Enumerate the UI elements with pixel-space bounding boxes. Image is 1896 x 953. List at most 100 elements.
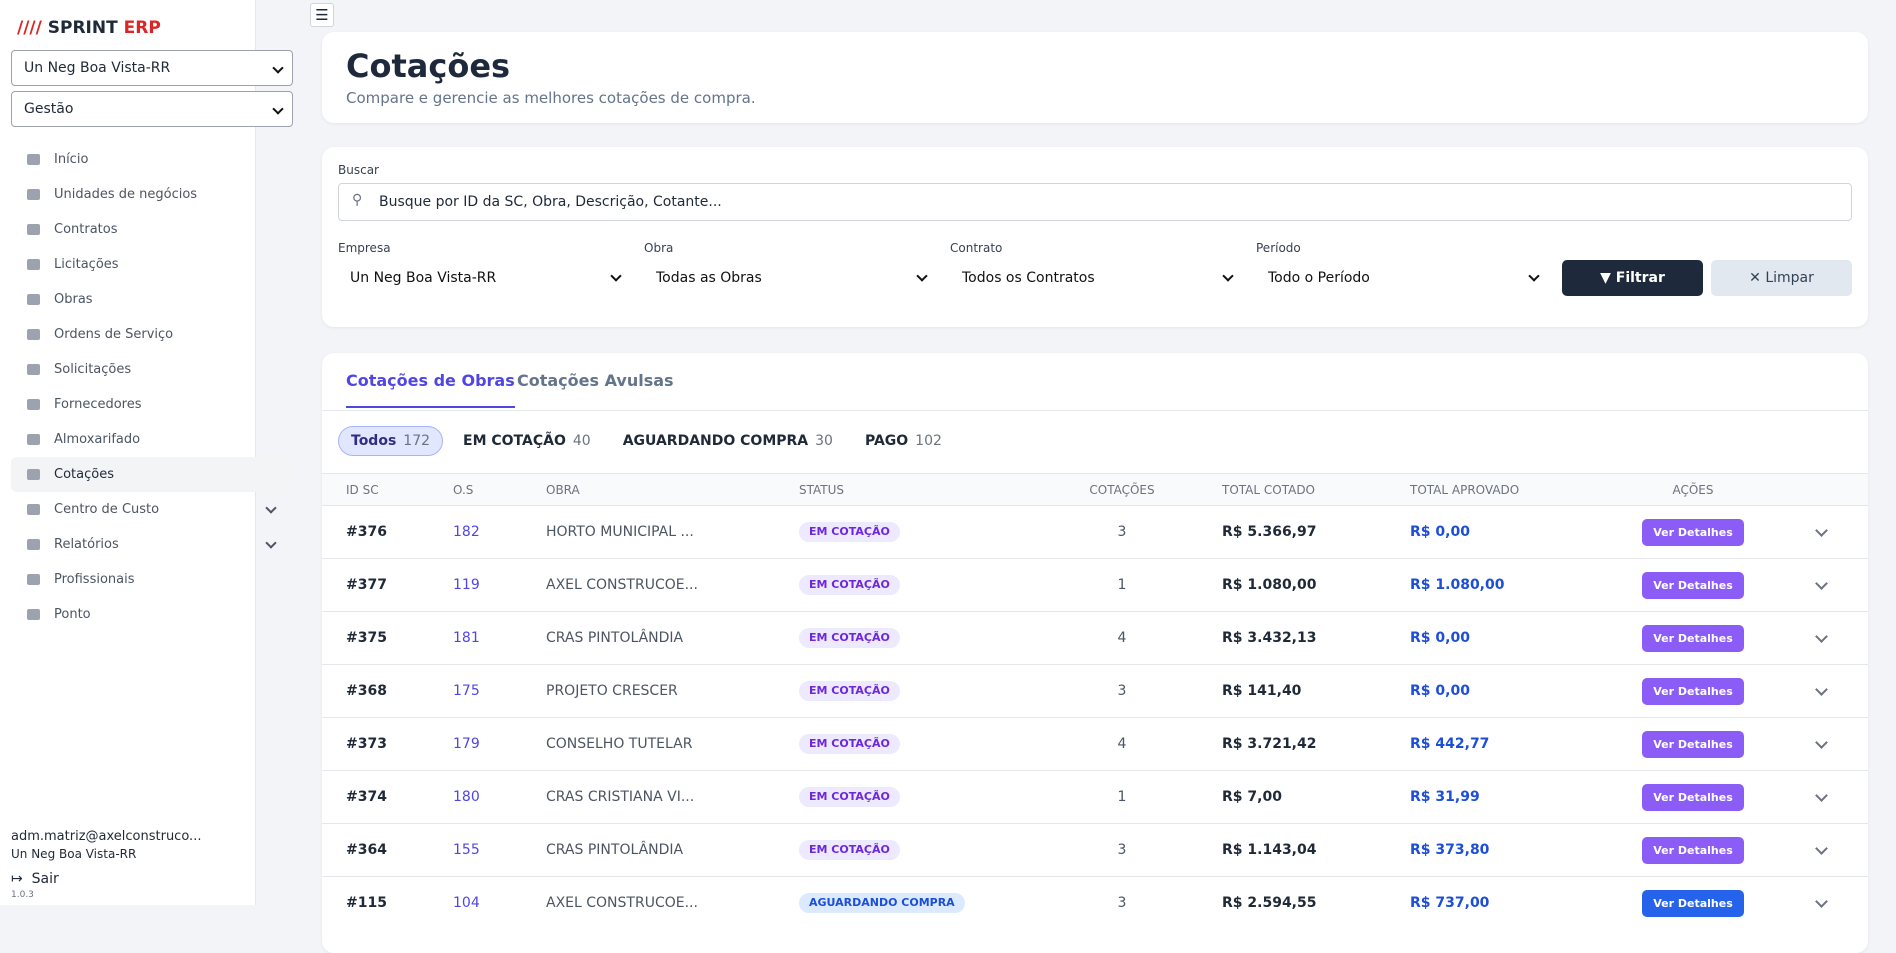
- menu-item[interactable]: Ordens de Serviço: [11, 317, 293, 352]
- page-title: Cotações: [346, 47, 510, 85]
- filter-button[interactable]: ▼ Filtrar: [1562, 260, 1703, 296]
- filter-value: Un Neg Boa Vista-RR: [350, 270, 616, 286]
- os-link[interactable]: 104: [453, 877, 480, 929]
- status-pill[interactable]: Todos172: [338, 426, 443, 456]
- total-quoted: R$ 3.721,42: [1222, 718, 1316, 770]
- os-link[interactable]: 180: [453, 771, 480, 823]
- module-select-value: Gestão: [24, 101, 73, 117]
- status-pill-label: PAGO: [865, 433, 908, 449]
- logout-label: Sair: [32, 871, 59, 887]
- expand-toggle[interactable]: [1815, 630, 1828, 643]
- logout[interactable]: ↦ Sair: [11, 871, 201, 887]
- filter-select[interactable]: Todas as Obras: [644, 260, 934, 296]
- details-button[interactable]: Ver Detalhes: [1642, 572, 1744, 599]
- module-select[interactable]: Gestão: [11, 91, 293, 127]
- filter-label: Período: [1256, 241, 1301, 255]
- expand-toggle[interactable]: [1815, 524, 1828, 537]
- expand-toggle[interactable]: [1815, 736, 1828, 749]
- expand-toggle[interactable]: [1815, 577, 1828, 590]
- menu-item[interactable]: Almoxarifado: [11, 422, 293, 457]
- menu-item[interactable]: Ponto: [11, 597, 293, 632]
- search-input[interactable]: ⚲ Busque por ID da SC, Obra, Descrição, …: [338, 183, 1852, 221]
- tab-active[interactable]: Cotações de Obras: [346, 371, 515, 408]
- menu-item[interactable]: Solicitações: [11, 352, 293, 387]
- expand-toggle[interactable]: [1815, 895, 1828, 908]
- search-icon: ⚲: [352, 192, 362, 208]
- brand-name: SPRINT: [48, 18, 118, 38]
- os-link[interactable]: 181: [453, 612, 480, 664]
- expand-toggle[interactable]: [1815, 842, 1828, 855]
- id-sc: #368: [346, 665, 387, 717]
- obra: CRAS CRISTIANA VI...: [546, 771, 694, 823]
- details-button[interactable]: Ver Detalhes: [1642, 625, 1744, 652]
- details-button[interactable]: Ver Detalhes: [1642, 890, 1744, 917]
- menu-label: Solicitações: [54, 362, 131, 377]
- menu-label: Início: [54, 152, 88, 167]
- menu-item[interactable]: Licitações: [11, 247, 293, 282]
- status-pill[interactable]: AGUARDANDO COMPRA30: [611, 426, 845, 456]
- status-pill[interactable]: PAGO 102: [853, 426, 954, 456]
- unit-select[interactable]: Un Neg Boa Vista-RR: [11, 50, 293, 86]
- menu-item[interactable]: Cotações: [11, 457, 293, 492]
- column-header: O.S: [453, 474, 473, 506]
- clear-button-label: Limpar: [1765, 270, 1814, 286]
- column-header: OBRA: [546, 474, 580, 506]
- clear-button[interactable]: ✕ Limpar: [1711, 260, 1852, 296]
- menu-label: Licitações: [54, 257, 119, 272]
- menu-item[interactable]: Profissionais: [11, 562, 293, 597]
- details-button[interactable]: Ver Detalhes: [1642, 519, 1744, 546]
- os-link[interactable]: 182: [453, 506, 480, 558]
- filter-select[interactable]: Un Neg Boa Vista-RR: [338, 260, 628, 296]
- os-link[interactable]: 119: [453, 559, 480, 611]
- details-button[interactable]: Ver Detalhes: [1642, 837, 1744, 864]
- menu-item[interactable]: Fornecedores: [11, 387, 293, 422]
- details-button[interactable]: Ver Detalhes: [1642, 731, 1744, 758]
- menu-label: Unidades de negócios: [54, 187, 197, 202]
- menu-item[interactable]: Relatórios: [11, 527, 293, 562]
- menu-item[interactable]: Contratos: [11, 212, 293, 247]
- os-link[interactable]: 175: [453, 665, 480, 717]
- column-header: ID SC: [346, 474, 379, 506]
- column-header: TOTAL COTADO: [1222, 474, 1315, 506]
- details-button[interactable]: Ver Detalhes: [1642, 784, 1744, 811]
- expand-toggle[interactable]: [1815, 789, 1828, 802]
- expand-toggle[interactable]: [1815, 683, 1828, 696]
- menu-item[interactable]: Unidades de negócios: [11, 177, 293, 212]
- menu-label: Relatórios: [54, 537, 119, 552]
- obra: AXEL CONSTRUCOE...: [546, 877, 698, 929]
- menu-icon: [27, 364, 40, 375]
- table-row: #377119AXEL CONSTRUCOE...EM COTAÇÃO1R$ 1…: [322, 558, 1868, 611]
- total-quoted: R$ 1.080,00: [1222, 559, 1316, 611]
- quote-count: 4: [1118, 718, 1127, 770]
- filter-select[interactable]: Todo o Período: [1256, 260, 1546, 296]
- tab[interactable]: Cotações Avulsas: [517, 371, 674, 390]
- menu-toggle[interactable]: ☰: [310, 3, 334, 27]
- total-approved: R$ 0,00: [1410, 665, 1470, 717]
- quote-count: 3: [1118, 877, 1127, 929]
- details-button[interactable]: Ver Detalhes: [1642, 678, 1744, 705]
- status-pill-count: 102: [915, 433, 942, 449]
- os-link[interactable]: 179: [453, 718, 480, 770]
- total-quoted: R$ 1.143,04: [1222, 824, 1316, 876]
- filter-value: Todo o Período: [1268, 270, 1534, 286]
- total-quoted: R$ 2.594,55: [1222, 877, 1316, 929]
- total-approved: R$ 1.080,00: [1410, 559, 1504, 611]
- menu-item[interactable]: Centro de Custo: [11, 492, 293, 527]
- filters-card: Buscar ⚲ Busque por ID da SC, Obra, Desc…: [322, 147, 1868, 327]
- total-quoted: R$ 141,40: [1222, 665, 1301, 717]
- id-sc: #115: [346, 877, 387, 929]
- filter-label: Obra: [644, 241, 673, 255]
- table-row: #375181CRAS PINTOLÂNDIAEM COTAÇÃO4R$ 3.4…: [322, 611, 1868, 664]
- app: //// SPRINT ERP Un Neg Boa Vista-RR Gest…: [0, 0, 1896, 905]
- menu-item[interactable]: Início: [11, 142, 293, 177]
- filter-select[interactable]: Todos os Contratos: [950, 260, 1240, 296]
- user-unit: Un Neg Boa Vista-RR: [11, 847, 201, 861]
- search-label: Buscar: [338, 163, 379, 177]
- menu-icon: [27, 189, 40, 200]
- status-pill[interactable]: EM COTAÇÃO40: [451, 426, 603, 456]
- os-link[interactable]: 155: [453, 824, 480, 876]
- sidebar: //// SPRINT ERP Un Neg Boa Vista-RR Gest…: [0, 0, 256, 905]
- id-sc: #376: [346, 506, 387, 558]
- menu-icon: [27, 154, 40, 165]
- menu-item[interactable]: Obras: [11, 282, 293, 317]
